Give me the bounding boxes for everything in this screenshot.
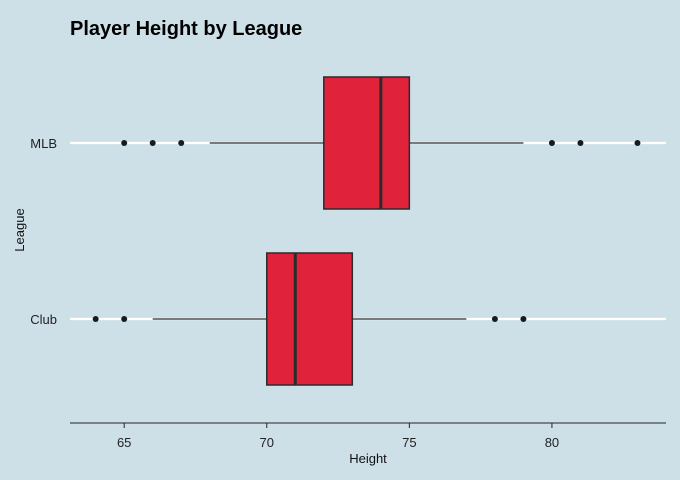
- box-mlb: [323, 76, 411, 210]
- x-axis-title: Height: [349, 451, 387, 466]
- x-tick-label-75: 75: [402, 435, 416, 450]
- x-tick-label-80: 80: [545, 435, 559, 450]
- whiskers: [152, 142, 524, 320]
- boxes: [266, 76, 411, 386]
- box-club: [266, 252, 354, 386]
- x-tick-label-70: 70: [260, 435, 274, 450]
- y-axis-title: League: [12, 208, 27, 251]
- outlier-mlb-1: [149, 140, 156, 146]
- outlier-club-1: [121, 316, 128, 322]
- outlier-club-3: [520, 316, 527, 322]
- outlier-mlb-4: [577, 140, 584, 146]
- y-axis-labels: MLB Club: [30, 136, 57, 327]
- x-axis-ticks: 65 70 75 80: [117, 423, 559, 450]
- y-tick-label-mlb: MLB: [30, 136, 57, 151]
- outlier-mlb-0: [121, 140, 128, 146]
- chart-title: Player Height by League: [70, 18, 302, 40]
- outlier-points: [92, 140, 641, 322]
- y-tick-label-club: Club: [30, 312, 57, 327]
- x-tick-label-65: 65: [117, 435, 131, 450]
- outlier-mlb-3: [548, 140, 555, 146]
- outlier-club-2: [491, 316, 498, 322]
- outlier-mlb-5: [634, 140, 641, 146]
- outlier-club-0: [92, 316, 99, 322]
- outlier-mlb-2: [178, 140, 185, 146]
